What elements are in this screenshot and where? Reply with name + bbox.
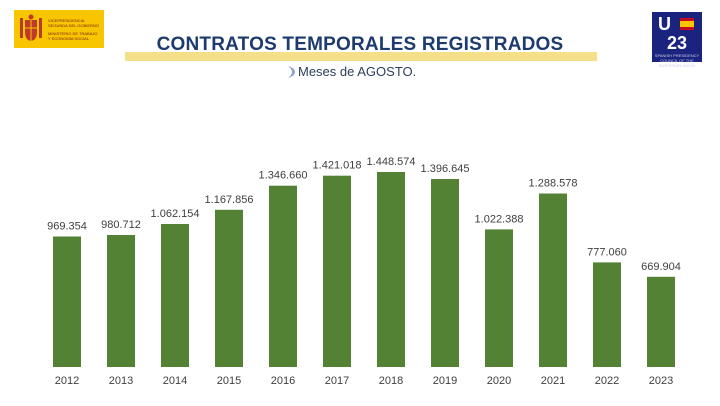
x-tick-2015: 2015: [217, 375, 241, 387]
x-tick-2018: 2018: [379, 375, 403, 387]
bar-2023: [647, 276, 675, 367]
government-logo: VICEPRESIDENCIA SEGUNDA DEL GOBIERNO MIN…: [14, 10, 104, 48]
bar-2016: [269, 185, 297, 367]
x-tick-2021: 2021: [541, 375, 565, 387]
eu-logo-caption: SPANISH PRESIDENCY COUNCIL OF THE EUROPE…: [654, 53, 700, 68]
x-tick-2013: 2013: [109, 375, 133, 387]
government-logo-text: VICEPRESIDENCIA SEGUNDA DEL GOBIERNO MIN…: [48, 18, 100, 41]
data-label-2021: 1.288.578: [529, 178, 578, 190]
data-label-2015: 1.167.856: [205, 194, 254, 206]
bar-2015: [215, 209, 243, 367]
bar-2012: [53, 236, 81, 367]
eu-presidency-logo: U 23 SPANISH PRESIDENCY COUNCIL OF THE E…: [652, 12, 702, 68]
chart-subtitle: Meses de AGOSTO.: [298, 64, 417, 79]
x-tick-2020: 2020: [487, 375, 511, 387]
data-label-2023: 669.904: [641, 261, 681, 273]
bar-2019: [431, 179, 459, 367]
data-label-2014: 1.062.154: [151, 208, 200, 220]
x-tick-2012: 2012: [55, 375, 79, 387]
x-tick-2019: 2019: [433, 375, 457, 387]
government-logo-line1: VICEPRESIDENCIA SEGUNDA DEL GOBIERNO: [48, 17, 99, 28]
data-label-2022: 777.060: [587, 246, 627, 258]
bar-series: [53, 172, 675, 367]
data-label-2020: 1.022.388: [475, 213, 524, 225]
x-tick-2022: 2022: [595, 375, 619, 387]
data-label-2012: 969.354: [47, 221, 87, 233]
data-label-2013: 980.712: [101, 219, 141, 231]
x-tick-2017: 2017: [325, 375, 349, 387]
eu-logo-letter: U: [658, 14, 671, 34]
x-tick-2016: 2016: [271, 375, 295, 387]
spain-flag-icon: [680, 18, 694, 30]
title-highlight-band: [125, 52, 597, 61]
bar-2017: [323, 175, 351, 367]
x-tick-2014: 2014: [163, 375, 187, 387]
data-label-2019: 1.396.645: [421, 163, 470, 175]
eu-logo-year: 23: [666, 33, 688, 53]
subtitle-row: Meses de AGOSTO.: [285, 64, 416, 79]
bar-2018: [377, 172, 405, 367]
data-label-2017: 1.421.018: [313, 160, 362, 172]
chart-title: CONTRATOS TEMPORALES REGISTRADOS: [156, 34, 564, 55]
crescent-icon: [288, 65, 295, 78]
x-tick-2023: 2023: [649, 375, 673, 387]
data-label-2018: 1.448.574: [367, 156, 416, 168]
x-axis-ticks: 2012 2013 2014 2015 2016 2017 2018 2019 2020 2021…: [55, 375, 673, 387]
coat-of-arms-icon: [20, 14, 42, 41]
bar-2014: [161, 224, 189, 367]
data-labels: 969.354 980.712 1.062.154 1.167.856 1.346.66…: [47, 156, 681, 273]
bar-2022: [593, 262, 621, 367]
government-logo-line2: MINISTERIO DE TRABAJO Y ECONOMÍA SOCIAL: [48, 30, 98, 41]
bar-2020: [485, 229, 513, 367]
bar-2013: [107, 235, 135, 367]
bar-2021: [539, 193, 567, 367]
data-label-2016: 1.346.660: [259, 170, 308, 182]
